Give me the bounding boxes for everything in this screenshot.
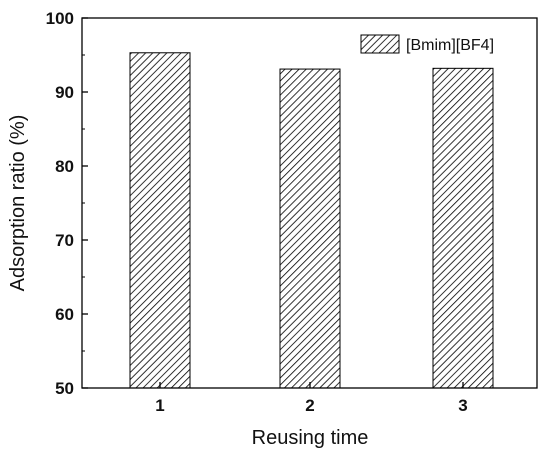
bars xyxy=(129,52,494,389)
y-tick-label: 90 xyxy=(55,83,74,102)
bar-3 xyxy=(432,67,494,389)
legend-label: [Bmim][BF4] xyxy=(406,37,494,54)
x-tick-label: 2 xyxy=(305,396,314,415)
bar-1 xyxy=(129,52,191,389)
x-axis-title: Reusing time xyxy=(252,427,369,449)
y-axis-title: Adsorption ratio (%) xyxy=(7,115,29,292)
y-axis: 50 60 70 80 90 100 xyxy=(46,9,88,398)
y-tick-label: 60 xyxy=(55,305,74,324)
legend-swatch xyxy=(360,34,400,54)
y-tick-label: 80 xyxy=(55,157,74,176)
x-axis: 1 2 3 xyxy=(155,382,468,415)
y-tick-label: 50 xyxy=(55,379,74,398)
bar-2 xyxy=(279,68,341,389)
y-tick-label: 70 xyxy=(55,231,74,250)
x-tick-label: 3 xyxy=(458,396,467,415)
legend: [Bmim][BF4] xyxy=(360,34,494,54)
x-tick-label: 1 xyxy=(155,396,164,415)
y-tick-label: 100 xyxy=(46,9,74,28)
